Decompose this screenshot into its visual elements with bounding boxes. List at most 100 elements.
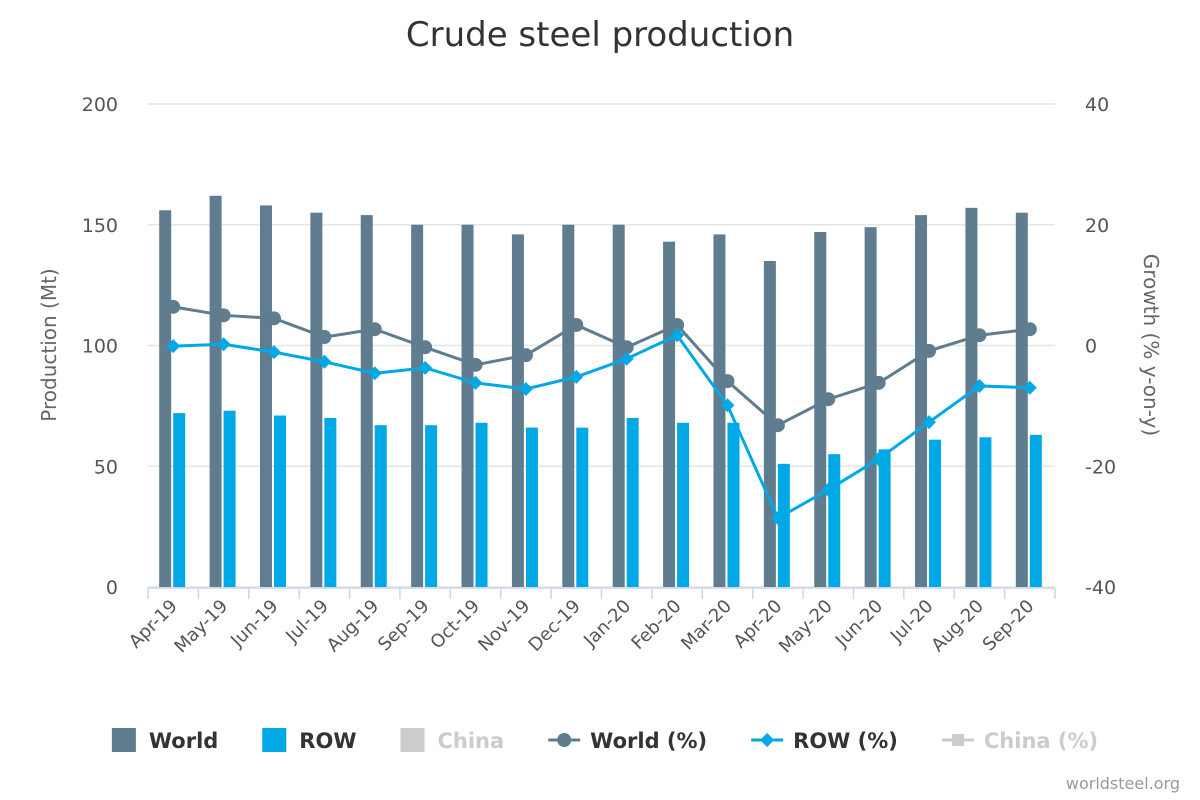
marker (317, 330, 332, 345)
x-tick-label: Jan-20 (579, 596, 635, 652)
marker (569, 317, 584, 332)
x-tick-label: Nov-19 (474, 596, 534, 656)
marker (557, 733, 572, 747)
bar (929, 439, 942, 587)
x-tick-label: Jun-19 (226, 596, 282, 652)
x-tick-label: Feb-20 (627, 596, 685, 654)
y-axis-label: Production (Mt) (37, 268, 61, 421)
marker (821, 392, 836, 407)
x-tick-label: May-20 (775, 596, 837, 658)
legend-item[interactable]: ROW (262, 728, 356, 753)
y2-tick-label: -40 (1085, 577, 1116, 599)
x-tick-label: May-19 (170, 596, 232, 658)
bar (727, 422, 740, 587)
marker (367, 366, 382, 381)
bar (965, 207, 978, 587)
bar (173, 413, 186, 587)
marker (317, 354, 332, 369)
bar (878, 449, 891, 587)
bar (525, 427, 538, 587)
bar (259, 205, 272, 587)
bar (273, 415, 286, 587)
x-tick-label: Aug-20 (927, 596, 987, 656)
legend: World ROW China World (%) ROW (%) China (%) (111, 728, 1098, 753)
y-tick-label: 200 (82, 94, 118, 116)
x-tick-label: Oct-19 (426, 596, 484, 654)
marker (972, 328, 987, 343)
x-tick-label: Sep-20 (979, 596, 1039, 656)
legend-item[interactable]: China (%) (941, 729, 1098, 753)
y-tick-label: 100 (82, 336, 118, 358)
legend-label: China (437, 729, 504, 753)
bar (159, 210, 172, 587)
bar (979, 437, 992, 587)
marker (216, 337, 231, 352)
marker (951, 734, 964, 746)
legend-item[interactable]: ROW (%) (751, 729, 898, 753)
line (172, 305, 1030, 427)
x-tick-label: Mar-20 (677, 596, 736, 655)
marker (619, 340, 634, 355)
y-tick-label: 0 (106, 577, 118, 599)
credits: worldsteel.org (1066, 774, 1180, 793)
bar (223, 410, 236, 587)
bar (713, 234, 726, 587)
marker (216, 308, 231, 323)
marker (166, 339, 181, 354)
bar (626, 417, 639, 587)
legend-label: ROW (%) (793, 729, 898, 753)
legend-symbol (111, 728, 136, 752)
marker (569, 369, 584, 384)
marker (871, 375, 886, 390)
legend-item[interactable]: World (111, 728, 218, 753)
bar (562, 224, 575, 587)
y2-tick-label: 40 (1085, 94, 1109, 116)
legend-item[interactable]: China (400, 728, 504, 753)
legend-label: ROW (299, 729, 356, 753)
marker (468, 375, 483, 390)
legend-item[interactable]: World (%) (548, 729, 707, 753)
x-tick-label: Dec-19 (525, 596, 585, 656)
marker (468, 357, 483, 372)
legend-symbol (400, 728, 425, 752)
x-tick-label: Sep-19 (374, 596, 434, 656)
legend-symbol (262, 728, 287, 752)
marker (367, 322, 382, 337)
y2-tick-label: -20 (1085, 456, 1116, 478)
bar (360, 215, 373, 587)
bar (663, 241, 676, 587)
bar (814, 231, 827, 587)
marker (871, 452, 886, 467)
marker (821, 482, 836, 497)
bar (461, 224, 474, 587)
marker (972, 378, 987, 393)
bar (310, 212, 323, 588)
legend-label: World (149, 729, 218, 753)
marker (518, 348, 533, 363)
marker (266, 345, 281, 360)
x-tick-label: Jun-20 (831, 596, 887, 652)
bar (1015, 212, 1028, 588)
marker (418, 360, 433, 375)
marker (760, 733, 775, 747)
bar (209, 195, 222, 587)
bar (411, 224, 424, 587)
marker (670, 328, 685, 343)
legend-label: World (%) (590, 729, 707, 753)
marker (770, 511, 785, 526)
bar (828, 454, 841, 587)
y2-tick-label: 20 (1085, 215, 1109, 237)
marker (770, 418, 785, 433)
bar (677, 422, 690, 587)
bar (576, 427, 589, 587)
bar (324, 417, 337, 587)
y2-axis-label: Growth (% y-on-y) (1139, 254, 1163, 436)
bar (425, 425, 438, 587)
marker (1022, 322, 1037, 337)
bar (777, 463, 790, 587)
marker (619, 351, 634, 366)
marker (720, 398, 735, 413)
bar (511, 234, 524, 587)
bar (1029, 434, 1042, 587)
marker (922, 343, 937, 358)
